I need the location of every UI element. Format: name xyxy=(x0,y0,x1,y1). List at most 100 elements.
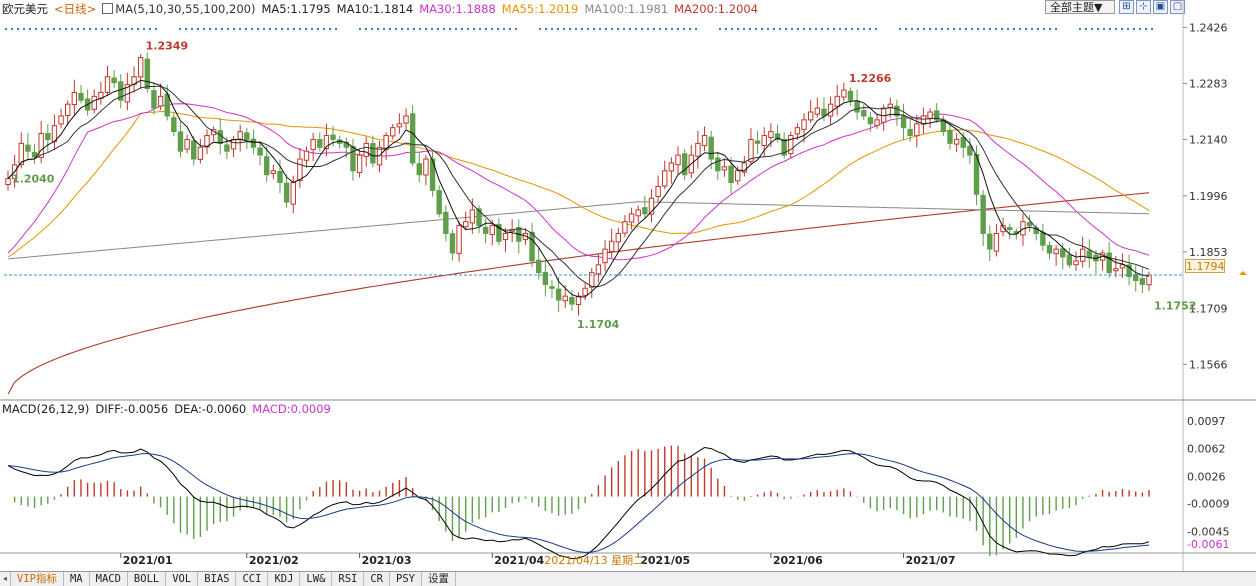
candle-body xyxy=(748,138,754,162)
grid-dot xyxy=(232,27,236,31)
expand-icon[interactable]: ⊹ xyxy=(1136,0,1151,14)
candle-body xyxy=(396,123,403,128)
candle xyxy=(5,170,11,191)
tab-vol[interactable]: VOL xyxy=(166,572,199,586)
candle-body xyxy=(25,144,31,152)
grid-dot xyxy=(256,27,260,31)
grid-dot xyxy=(94,27,98,31)
candle-body xyxy=(728,165,734,184)
candle xyxy=(336,135,343,149)
tab-cr[interactable]: CR xyxy=(364,572,391,586)
candle-body xyxy=(1126,264,1132,278)
grid-dot xyxy=(622,27,626,31)
candle-body xyxy=(1086,250,1092,258)
tab-left-arrow-icon[interactable]: ◂ xyxy=(0,572,11,586)
grid-dot xyxy=(904,27,908,31)
candle-body xyxy=(794,127,801,135)
candle-body xyxy=(681,153,688,176)
chart-canvas[interactable]: 1.2426 1.2283 1.2140 1.1996 1.1853 1.1709 1.15… xyxy=(0,0,1256,571)
tab-cci[interactable]: CCI xyxy=(236,572,269,586)
grid-dot xyxy=(1096,27,1100,31)
candle-body xyxy=(370,143,376,164)
candle xyxy=(131,66,137,93)
tab-macd[interactable]: MACD xyxy=(90,572,128,586)
grid-dot xyxy=(136,27,140,31)
candle xyxy=(390,123,396,140)
grid-dot xyxy=(598,27,602,31)
candle xyxy=(396,113,403,134)
grid-dot-row xyxy=(4,27,1154,31)
candle-body xyxy=(927,111,933,119)
grid-icon[interactable]: ⊞ xyxy=(1119,0,1134,14)
tab-lw[interactable]: LW& xyxy=(300,572,333,586)
grid-dot xyxy=(244,27,248,31)
annotation-high-label: 1.2266 xyxy=(849,72,892,85)
grid-dot xyxy=(1054,27,1058,31)
theme-dropdown-button[interactable]: 全部主题▼ xyxy=(1045,0,1115,14)
candle xyxy=(58,108,64,129)
grid-dot xyxy=(778,27,782,31)
grid-dot xyxy=(268,27,272,31)
candle xyxy=(1033,224,1039,241)
grid-dot xyxy=(550,27,554,31)
candle-body xyxy=(1073,260,1079,266)
macd-tick-label: -0.0009 xyxy=(1187,498,1229,511)
candle-body xyxy=(608,240,615,252)
window-icon[interactable]: ▣ xyxy=(1153,0,1168,14)
macd-value: MACD:0.0009 xyxy=(252,402,331,416)
candle-body xyxy=(847,90,854,101)
ma10-label: MA10:1.1814 xyxy=(336,2,414,16)
candle xyxy=(310,132,316,162)
candle-body xyxy=(821,108,827,117)
candle-body xyxy=(967,145,973,156)
candle xyxy=(555,276,562,312)
candle-body xyxy=(549,286,555,289)
grid-dot xyxy=(292,27,296,31)
candle xyxy=(741,155,748,177)
tab-rsi[interactable]: RSI xyxy=(332,572,365,586)
candle-body xyxy=(701,135,708,147)
grid-dot xyxy=(1138,27,1142,31)
candle-body xyxy=(907,129,913,137)
candle xyxy=(934,103,940,124)
candle-body xyxy=(197,146,204,160)
candle-body xyxy=(31,151,38,158)
time-tick-label: 2021/05 xyxy=(640,554,690,567)
ma-toggle-icon[interactable] xyxy=(102,3,114,14)
ma-title: MA(5,10,30,55,100,200) xyxy=(102,2,255,16)
price-tick-label: 1.2140 xyxy=(1189,133,1228,146)
tab-bias[interactable]: BIAS xyxy=(198,572,237,586)
candle xyxy=(317,132,323,152)
period-selector[interactable]: <日线> xyxy=(54,2,97,16)
tab-settings[interactable]: 设置 xyxy=(422,572,456,586)
candle-body xyxy=(754,140,761,144)
tab-ma[interactable]: MA xyxy=(64,572,90,586)
candle xyxy=(953,133,960,153)
candle-body xyxy=(914,123,920,137)
candle xyxy=(774,124,781,143)
tab-psy[interactable]: PSY xyxy=(390,572,422,586)
grid-dot xyxy=(616,27,620,31)
candle-body xyxy=(827,103,834,117)
grid-dot xyxy=(406,27,410,31)
grid-dot xyxy=(64,27,68,31)
candle-body xyxy=(861,110,867,117)
grid-dot xyxy=(784,27,788,31)
tab-boll[interactable]: BOLL xyxy=(128,572,167,586)
tab-kdj[interactable]: KDJ xyxy=(268,572,301,586)
candle xyxy=(668,157,675,184)
candle xyxy=(476,205,482,233)
candle xyxy=(270,164,277,180)
grid-dot xyxy=(106,27,110,31)
grid-dot xyxy=(682,27,686,31)
candle-body xyxy=(735,170,741,182)
price-tick-label: 1.2426 xyxy=(1189,21,1228,34)
grid-dot xyxy=(652,27,656,31)
instrument-name: 欧元美元 xyxy=(2,2,48,16)
candle xyxy=(542,259,549,297)
candle xyxy=(681,149,688,181)
tab-vip[interactable]: VIP指标 xyxy=(11,572,64,586)
grid-dot xyxy=(796,27,800,31)
maximize-icon[interactable]: ▢ xyxy=(1170,0,1185,14)
grid-dot xyxy=(154,27,158,31)
